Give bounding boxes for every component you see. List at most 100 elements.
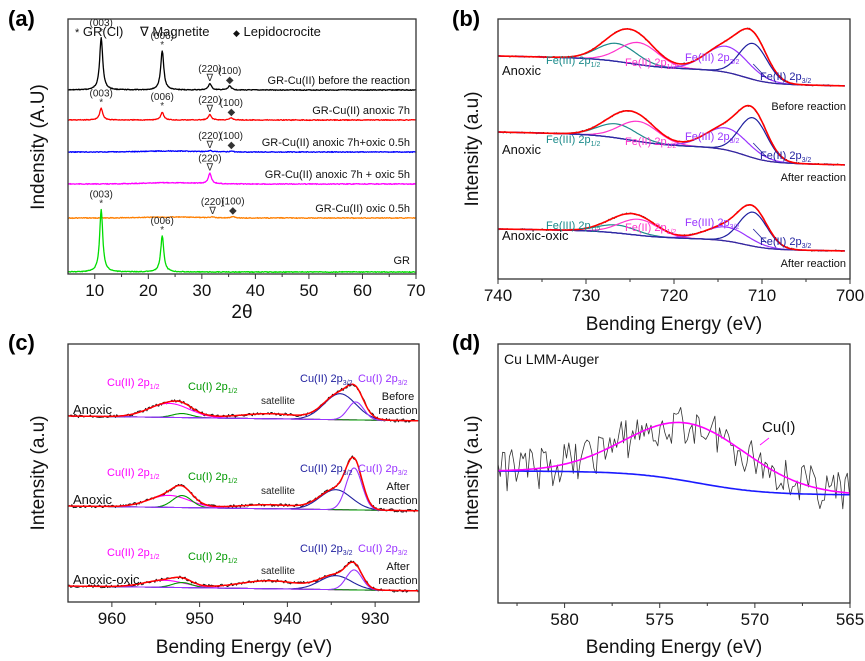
x-tick-label: 50: [299, 281, 318, 300]
legend: * GR(Cl) ∇ Magnetite ◆ Lepidocrocite: [75, 24, 321, 39]
x-axis: 960 950 940 930: [98, 602, 389, 628]
sample-label: Anoxic: [502, 142, 542, 157]
background-line: [498, 470, 850, 496]
peak-label: (003): [90, 190, 113, 201]
x-tick-label: 70: [407, 281, 426, 300]
component-label: Fe(II) 2p1/2: [625, 222, 676, 236]
x-tick-label: 710: [748, 286, 776, 305]
arrow-icon: [752, 142, 767, 158]
peak-marker: ∇: [208, 206, 216, 217]
envelope-fit-line: [68, 561, 419, 592]
x-axis: 10 20 30 40 50 60 70: [85, 274, 425, 300]
peak-label: (100): [220, 98, 243, 109]
peak-label: (220): [198, 64, 221, 75]
peak-marker: ∇: [206, 104, 214, 115]
raw-spectrum-line: [497, 407, 850, 510]
x-tick-label: 960: [98, 609, 126, 628]
legend-entry-lepidocrocite: ◆ Lepidocrocite: [233, 24, 321, 39]
peak-label: (220): [198, 131, 221, 142]
series-label: GR: [394, 255, 411, 267]
x-axis: 740 730 720 710 700: [484, 279, 864, 305]
component-label: Fe(II) 2p3/2: [760, 236, 811, 250]
x-tick-label: 60: [353, 281, 372, 300]
x-tick-label: 950: [185, 609, 213, 628]
envelope-fit-line: [498, 204, 845, 252]
x-tick-label: 10: [85, 281, 104, 300]
component-fit-line: [68, 569, 419, 592]
envelope-fit-line: [498, 27, 845, 87]
component-label: Cu(II) 2p3/2: [300, 543, 353, 557]
component-fit-line: [68, 401, 419, 422]
peak-marker: ◆: [229, 205, 237, 216]
component-label: Fe(III) 2p1/2: [546, 134, 600, 148]
peak-marker: ◆: [227, 107, 235, 118]
arrow-icon: [752, 63, 767, 79]
panel-d: (d) Cu LMM-Auger Cu(I) 580 575 570 565 Bend…: [452, 330, 864, 658]
x-axis-label: Bending Energy (eV): [156, 637, 332, 658]
xrd-series-line: [67, 149, 416, 154]
reaction-note: Before reaction: [771, 101, 846, 113]
envelope-fit-line: [68, 456, 419, 512]
peak-label: (100): [220, 131, 243, 142]
arrow-icon: [759, 437, 770, 446]
reaction-note: Before: [382, 391, 414, 403]
component-label: Cu(I) 2p1/2: [188, 381, 238, 395]
panel-label-b: (b): [452, 6, 480, 31]
component-label: Fe(II) 2p1/2: [625, 57, 676, 71]
component-label: Fe(III) 2p1/2: [546, 220, 600, 234]
x-tick-label: 575: [646, 610, 674, 629]
sample-label: Anoxic-oxic: [73, 572, 140, 587]
component-label: Cu(I) 2p3/2: [358, 373, 408, 387]
x-tick-label: 580: [550, 610, 578, 629]
component-label: Cu(I) 2p3/2: [358, 463, 408, 477]
sample-label: Anoxic: [73, 492, 113, 507]
panel-label-a: (a): [8, 6, 35, 31]
peak-label: (003): [90, 18, 113, 29]
component-label: Cu(I) 2p1/2: [188, 471, 238, 485]
peak-label: (006): [151, 31, 174, 42]
legend-entry-magnetite: ∇ Magnetite: [139, 24, 209, 39]
x-tick-label: 20: [139, 281, 158, 300]
peak-marker: ∇: [206, 163, 214, 174]
peak-label: (100): [221, 196, 244, 207]
sample-label: Anoxic-oxic: [502, 228, 569, 243]
peak-label: (220): [198, 95, 221, 106]
component-label: Cu(II) 2p1/2: [107, 377, 160, 391]
x-tick-label: 565: [836, 610, 864, 629]
reaction-note: After reaction: [781, 258, 846, 270]
peak-marker: *: [160, 101, 164, 112]
y-axis-label: Intensity (a.u): [28, 415, 49, 530]
component-label: Fe(III) 2p1/2: [546, 55, 600, 69]
y-axis-label: Intensity (a.u): [462, 91, 483, 206]
reaction-note: After: [386, 561, 410, 573]
x-axis-label: Bending Energy (eV): [586, 314, 762, 335]
component-label: Cu(II) 2p1/2: [107, 547, 160, 561]
x-tick-label: 940: [273, 609, 301, 628]
legend-entry-gr: * GR(Cl): [75, 24, 123, 39]
component-label: Fe(II) 2p3/2: [760, 71, 811, 85]
x-tick-label: 30: [192, 281, 211, 300]
component-label: Cu(I) 2p3/2: [358, 543, 408, 557]
series-label: GR-Cu(II) anoxic 7h+oxic 0.5h: [262, 137, 410, 149]
peak-label: (003): [90, 88, 113, 99]
peak-marker: ◆: [227, 140, 235, 151]
plot-frame: [497, 343, 851, 604]
component-label: satellite: [261, 566, 295, 577]
peak-label: (220): [201, 197, 224, 208]
component-label: Fe(III) 2p3/2: [685, 52, 739, 66]
component-label: Fe(III) 2p3/2: [685, 217, 739, 231]
reaction-note: reaction: [378, 575, 417, 587]
x-axis: 580 575 570 565: [516, 603, 864, 629]
component-label: Fe(II) 2p3/2: [760, 150, 811, 164]
series-label: GR-Cu(II) oxic 0.5h: [315, 203, 410, 215]
component-label: Cu(I) 2p1/2: [188, 551, 238, 565]
x-tick-label: 700: [836, 286, 864, 305]
panel-b: (b) Anoxic Before reaction Fe(III) 2p1/2 Fe…: [452, 6, 864, 335]
x-tick-label: 570: [741, 610, 769, 629]
plot-area: Anoxic Cu(II) 2p1/2 Cu(I) 2p1/2 satellite Cu…: [67, 373, 419, 593]
peak-marker: *: [99, 97, 103, 108]
peak-label: (220): [198, 154, 221, 165]
x-tick-label: 930: [361, 609, 389, 628]
y-axis-label: Indensity (A.U): [28, 84, 49, 210]
reaction-note: After reaction: [781, 172, 846, 184]
